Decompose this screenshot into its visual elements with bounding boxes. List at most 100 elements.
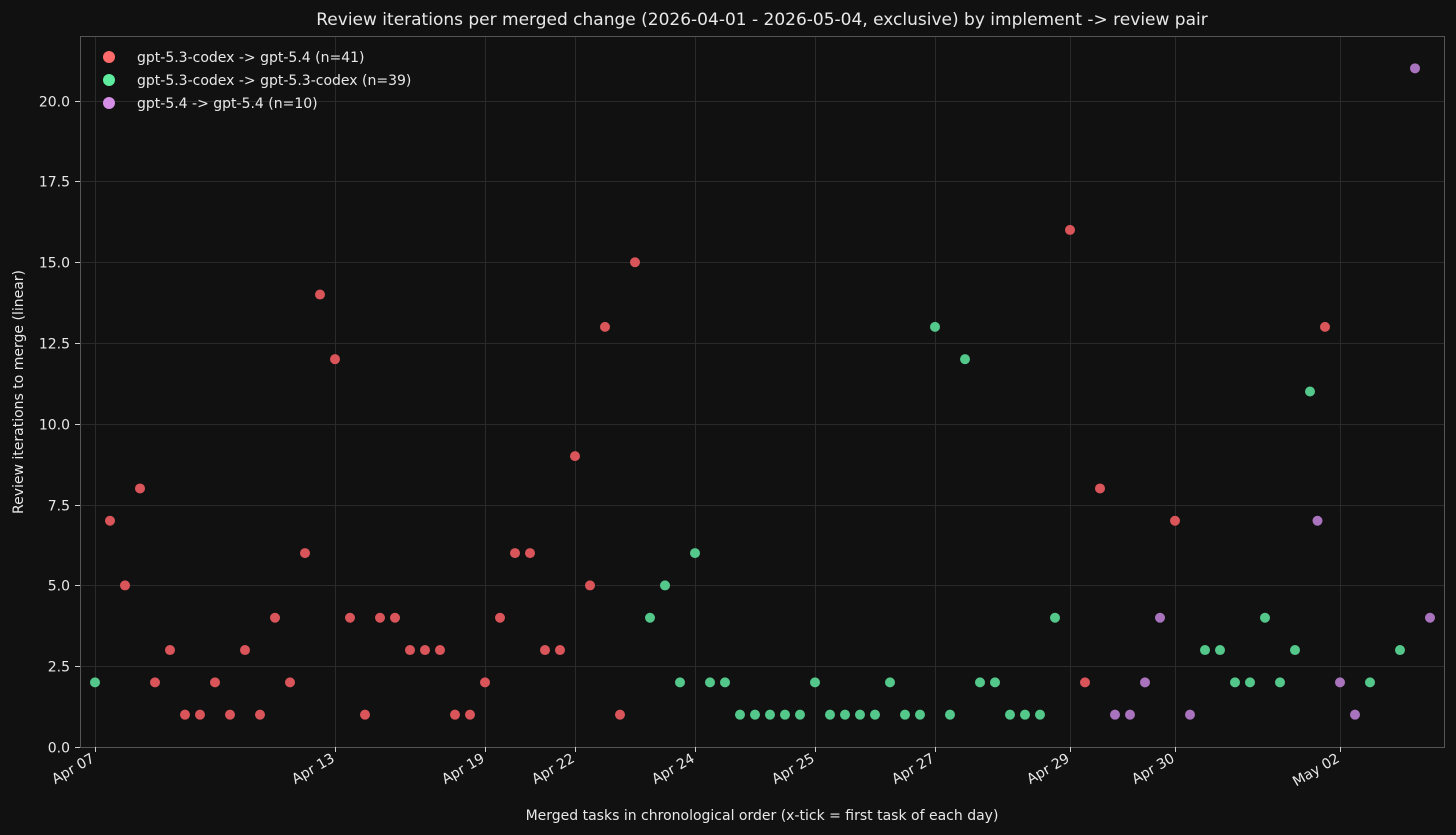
data-point-series-3 <box>1125 709 1135 720</box>
data-point-series-3 <box>1312 515 1323 526</box>
data-point-series-1 <box>525 548 535 559</box>
data-point-series-2 <box>795 709 805 720</box>
chart-title: Review iterations per merged change (202… <box>316 10 1207 30</box>
data-point-series-2 <box>975 677 985 688</box>
legend-marker <box>103 74 115 86</box>
data-point-series-1 <box>1080 677 1090 688</box>
y-tick-label: 7.5 <box>48 499 70 515</box>
data-point-series-1 <box>375 612 385 623</box>
data-point-series-1 <box>150 677 160 688</box>
data-points <box>90 63 1435 720</box>
y-tick-label: 10.0 <box>39 418 70 434</box>
data-point-series-2 <box>1290 645 1300 656</box>
plot-frame <box>80 36 1445 748</box>
y-tick-label: 2.5 <box>48 660 70 676</box>
data-point-series-2 <box>1200 645 1210 656</box>
data-point-series-2 <box>930 321 940 332</box>
data-point-series-2 <box>675 677 685 688</box>
data-point-series-2 <box>1260 612 1270 623</box>
data-point-series-1 <box>120 580 130 591</box>
data-point-series-2 <box>765 709 775 720</box>
data-point-series-2 <box>885 677 895 688</box>
data-point-series-1 <box>210 677 220 688</box>
data-point-series-1 <box>300 548 310 559</box>
data-point-series-2 <box>1050 612 1060 623</box>
data-point-series-1 <box>1095 483 1105 494</box>
data-point-series-1 <box>570 451 580 462</box>
legend-label: gpt-5.4 -> gpt-5.4 (n=10) <box>137 96 318 112</box>
data-point-series-1 <box>240 645 250 656</box>
data-point-series-1 <box>270 612 280 623</box>
data-point-series-2 <box>1215 645 1225 656</box>
data-point-series-2 <box>705 677 715 688</box>
data-point-series-2 <box>690 548 700 559</box>
data-point-series-1 <box>420 645 430 656</box>
data-point-series-1 <box>585 580 595 591</box>
data-point-series-2 <box>1365 677 1375 688</box>
y-tick-label: 15.0 <box>39 256 70 272</box>
data-point-series-2 <box>1275 677 1285 688</box>
data-point-series-1 <box>1170 515 1180 526</box>
data-point-series-2 <box>960 354 970 365</box>
data-point-series-1 <box>315 289 325 300</box>
data-point-series-2 <box>1020 709 1030 720</box>
data-point-series-1 <box>1320 321 1330 332</box>
data-point-series-2 <box>750 709 760 720</box>
y-tick-label: 20.0 <box>39 95 70 111</box>
legend-label: gpt-5.3-codex -> gpt-5.4 (n=41) <box>137 50 365 66</box>
data-point-series-2 <box>945 709 955 720</box>
data-point-series-1 <box>450 709 460 720</box>
data-point-series-1 <box>345 612 355 623</box>
data-point-series-2 <box>840 709 850 720</box>
data-point-series-1 <box>360 709 370 720</box>
data-point-series-1 <box>390 612 400 623</box>
data-point-series-1 <box>630 257 640 268</box>
data-point-series-1 <box>600 321 610 332</box>
data-point-series-2 <box>90 677 100 688</box>
data-point-series-1 <box>255 709 265 720</box>
legend-marker <box>103 51 115 63</box>
data-point-series-2 <box>735 709 745 720</box>
grid-lines <box>80 36 1444 748</box>
data-point-series-2 <box>780 709 790 720</box>
x-axis-label: Merged tasks in chronological order (x-t… <box>526 808 999 824</box>
legend-label: gpt-5.3-codex -> gpt-5.3-codex (n=39) <box>137 73 411 89</box>
data-point-series-3 <box>1410 63 1420 74</box>
y-tick-label: 5.0 <box>48 579 70 595</box>
data-point-series-1 <box>105 515 115 526</box>
y-tick-label: 12.5 <box>39 337 70 353</box>
legend-marker <box>103 97 115 109</box>
data-point-series-1 <box>135 483 145 494</box>
data-point-series-2 <box>720 677 730 688</box>
data-point-series-2 <box>1035 709 1045 720</box>
data-point-series-1 <box>495 612 505 623</box>
data-point-series-1 <box>435 645 445 656</box>
data-point-series-3 <box>1155 612 1165 623</box>
data-point-series-1 <box>480 677 490 688</box>
data-point-series-1 <box>615 709 625 720</box>
data-point-series-3 <box>1425 612 1435 623</box>
data-point-series-2 <box>900 709 910 720</box>
data-point-series-2 <box>990 677 1000 688</box>
legend: gpt-5.3-codex -> gpt-5.4 (n=41) gpt-5.3-c… <box>103 50 411 112</box>
data-point-series-1 <box>465 709 475 720</box>
data-point-series-2 <box>1395 645 1405 656</box>
y-tick-label: 0.0 <box>48 741 70 757</box>
data-point-series-1 <box>165 645 175 656</box>
data-point-series-1 <box>195 709 205 720</box>
y-axis: 0.0 2.5 5.0 7.5 10.0 12.5 15.0 17.5 20.0 <box>39 95 80 757</box>
data-point-series-2 <box>645 612 655 623</box>
data-point-series-1 <box>285 677 295 688</box>
data-point-series-2 <box>915 709 925 720</box>
data-point-series-2 <box>1230 677 1240 688</box>
data-point-series-1 <box>225 709 235 720</box>
data-point-series-2 <box>825 709 835 720</box>
data-point-series-1 <box>405 645 415 656</box>
y-axis-label: Review iterations to merge (linear) <box>11 270 27 514</box>
data-point-series-3 <box>1185 709 1195 720</box>
data-point-series-1 <box>555 645 565 656</box>
data-point-series-1 <box>1065 224 1075 235</box>
data-point-series-1 <box>180 709 190 720</box>
